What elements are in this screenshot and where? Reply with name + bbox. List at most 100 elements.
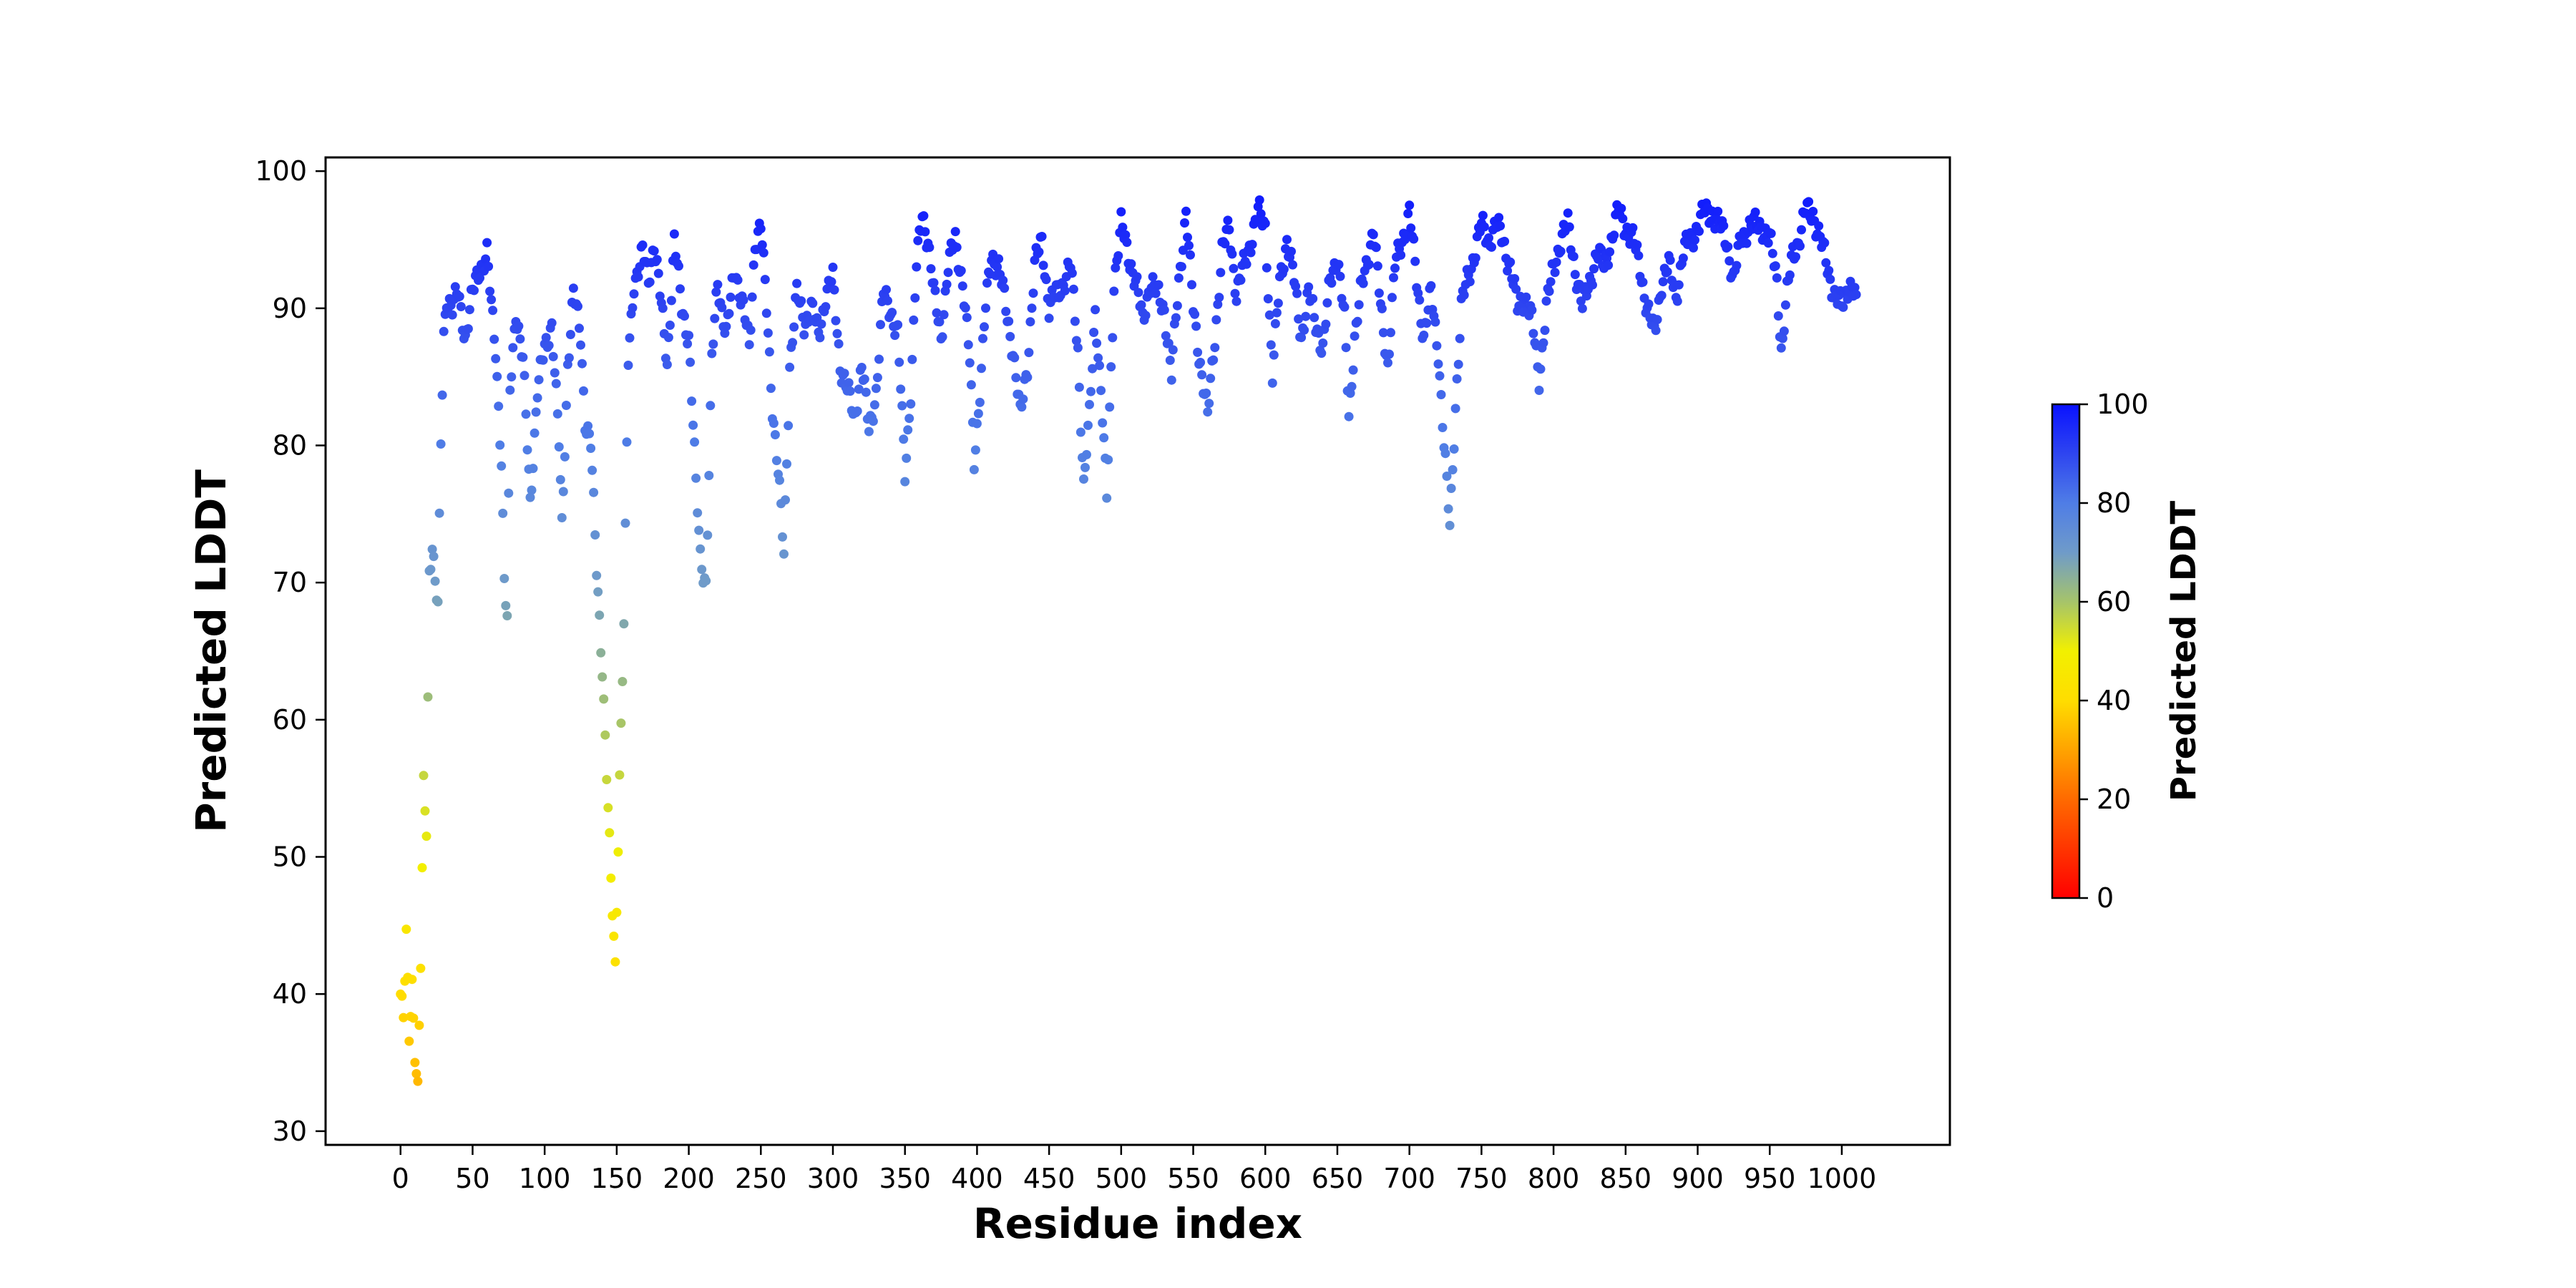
- data-point: [994, 254, 1004, 264]
- x-tick-label: 150: [591, 1163, 643, 1194]
- x-tick-label: 500: [1096, 1163, 1148, 1194]
- data-point: [404, 1036, 414, 1046]
- data-point: [899, 434, 909, 444]
- data-point: [662, 360, 672, 369]
- data-point: [1102, 493, 1112, 503]
- data-point: [874, 354, 884, 364]
- data-point: [829, 285, 839, 295]
- data-point: [1037, 232, 1047, 241]
- data-point: [693, 508, 703, 518]
- data-point: [663, 333, 673, 343]
- y-axis: 30 40 50 60 70 80 90 100: [255, 155, 326, 1147]
- data-point: [560, 452, 570, 462]
- data-point: [1089, 328, 1099, 337]
- data-point: [586, 444, 596, 453]
- data-point: [1821, 258, 1831, 268]
- data-point: [616, 718, 626, 728]
- data-point: [603, 803, 613, 813]
- data-point: [1224, 225, 1234, 235]
- data-point: [407, 975, 417, 985]
- colorbar-label: Predicted LDDT: [2164, 501, 2204, 802]
- data-point: [1269, 350, 1279, 360]
- x-tick-label: 200: [663, 1163, 715, 1194]
- data-point: [1390, 263, 1400, 273]
- data-point: [1023, 372, 1033, 382]
- data-point: [489, 334, 499, 344]
- data-point: [1136, 300, 1146, 310]
- data-point: [1190, 309, 1200, 319]
- data-point: [1850, 283, 1860, 293]
- data-point: [502, 611, 512, 620]
- data-point: [919, 211, 929, 221]
- data-point: [1317, 348, 1327, 358]
- data-point: [1193, 347, 1203, 357]
- data-point: [1368, 230, 1378, 240]
- data-point: [969, 464, 979, 474]
- data-point: [522, 445, 532, 455]
- data-point: [1270, 318, 1280, 328]
- data-point: [937, 332, 947, 342]
- data-point: [427, 545, 437, 555]
- data-point: [904, 414, 914, 424]
- data-point: [417, 863, 427, 873]
- data-point: [760, 275, 770, 285]
- data-point: [649, 246, 659, 256]
- data-point: [1159, 305, 1169, 315]
- colorbar-ticks: 0 20 40 60 80 100: [2079, 389, 2149, 914]
- data-point: [1723, 242, 1733, 252]
- data-point: [606, 873, 616, 883]
- x-tick-label: 300: [807, 1163, 859, 1194]
- data-point: [1294, 314, 1304, 324]
- plot-area-frame: [324, 156, 1951, 1146]
- data-point: [518, 352, 528, 362]
- data-point: [1851, 290, 1861, 300]
- data-point: [771, 456, 781, 466]
- data-point: [1825, 274, 1835, 284]
- data-point: [1038, 260, 1048, 270]
- data-point: [1824, 265, 1834, 275]
- data-point: [1223, 215, 1233, 225]
- data-point: [1126, 259, 1136, 269]
- data-point: [1088, 364, 1098, 374]
- data-point: [1589, 264, 1599, 274]
- data-point: [669, 229, 679, 239]
- data-point: [1161, 331, 1171, 341]
- data-point: [600, 730, 610, 740]
- data-point: [558, 487, 568, 497]
- data-point: [456, 302, 466, 311]
- data-point: [1386, 328, 1395, 338]
- data-point: [711, 287, 721, 297]
- data-point: [1203, 407, 1213, 417]
- x-tick-label: 100: [519, 1163, 571, 1194]
- data-point: [869, 400, 879, 410]
- data-point: [1563, 208, 1573, 218]
- data-point: [587, 465, 597, 475]
- data-point: [505, 385, 515, 395]
- data-point: [704, 471, 714, 480]
- data-point: [1556, 246, 1566, 256]
- data-point: [1511, 284, 1521, 294]
- data-point: [1750, 208, 1760, 217]
- data-point: [1262, 263, 1272, 273]
- data-point: [744, 340, 754, 350]
- data-point: [1546, 277, 1556, 287]
- y-axis-label: Predicted LDDT: [187, 469, 235, 833]
- data-point: [706, 401, 716, 411]
- data-point: [541, 333, 551, 343]
- data-point: [1291, 281, 1301, 291]
- data-point: [894, 357, 904, 367]
- x-tick-label: 50: [455, 1163, 489, 1194]
- data-point: [1210, 343, 1220, 353]
- data-point: [697, 565, 707, 575]
- data-point: [1074, 382, 1084, 392]
- data-point: [738, 295, 748, 305]
- data-point: [1503, 266, 1513, 275]
- data-point: [1804, 197, 1814, 207]
- data-point: [530, 428, 540, 438]
- data-point: [1075, 427, 1085, 437]
- data-point: [966, 380, 976, 390]
- data-point: [834, 339, 844, 348]
- data-point: [684, 331, 694, 341]
- data-point: [1116, 207, 1126, 217]
- data-point: [620, 518, 630, 528]
